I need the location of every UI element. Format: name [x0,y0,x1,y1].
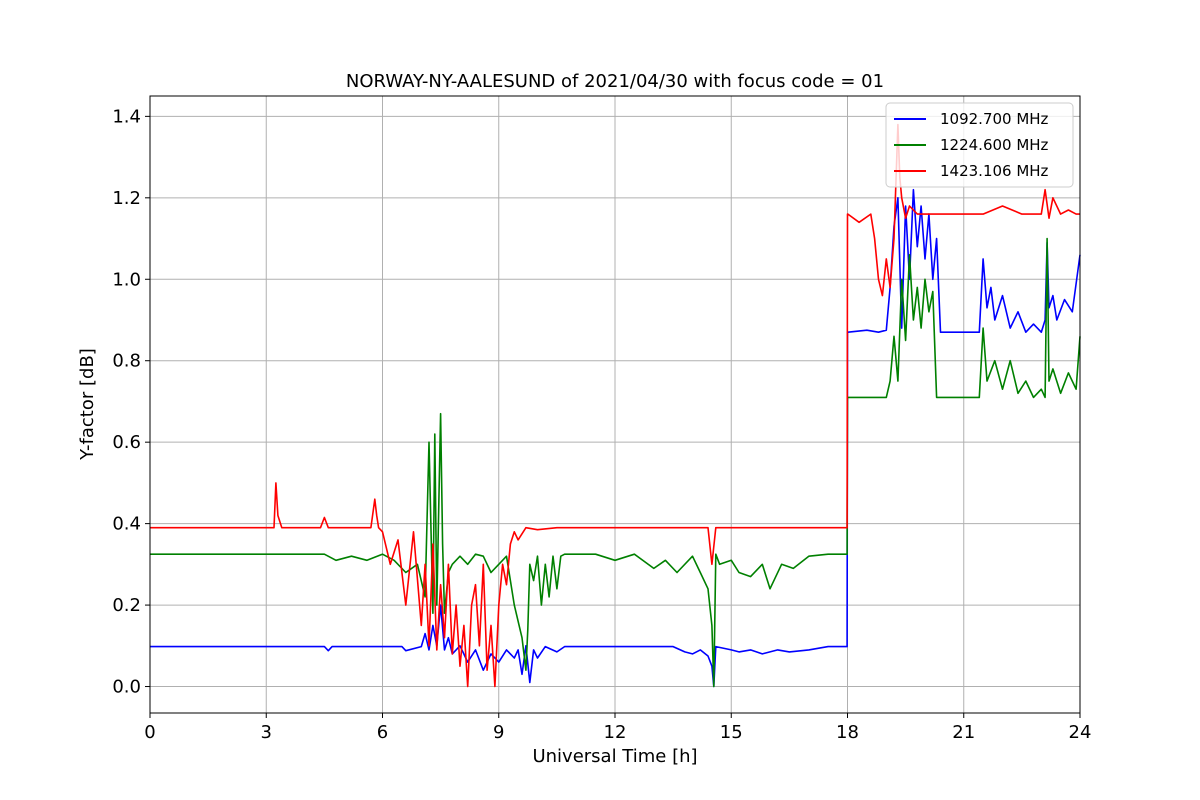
legend: 1092.700 MHz 1224.600 MHz 1423.106 MHz [885,102,1074,188]
y-tick-label: 0.8 [112,351,141,372]
y-tick-label: 0.0 [112,677,141,698]
x-tick-label: 9 [493,722,504,743]
legend-box [885,102,1074,188]
y-tick-label: 1.4 [112,106,141,127]
series-layer [150,123,1081,688]
legend-label: 1423.106 MHz [940,162,1049,180]
x-tick-label: 0 [144,722,155,743]
chart-title: NORWAY-NY-AALESUND of 2021/04/30 with fo… [346,71,884,92]
legend-label: 1092.700 MHz [940,110,1049,128]
x-tick-label: 6 [377,722,388,743]
legend-label: 1224.600 MHz [940,136,1049,154]
y-tick-label: 1.0 [112,269,141,290]
y-tick-label: 0.4 [112,514,141,535]
x-tick-label: 15 [720,722,743,743]
series-line [150,123,1080,688]
x-tick-label: 18 [836,722,859,743]
x-tick-label: 24 [1069,722,1092,743]
x-tick-label: 3 [261,722,272,743]
y-axis-title: Y-factor [dB] [77,348,98,461]
series-line [150,188,1081,688]
y-tick-label: 0.2 [112,595,141,616]
tick-layer: 0 3 6 9 12 15 18 21 24 0.0 0.2 0.4 0.6 0.8 1.0 1.2 1.4 [112,106,1091,743]
x-tick-label: 12 [604,722,627,743]
x-tick-label: 21 [952,722,975,743]
y-tick-label: 0.6 [112,432,141,453]
x-axis-title: Universal Time [h] [532,746,697,767]
y-tick-label: 1.2 [112,188,141,209]
